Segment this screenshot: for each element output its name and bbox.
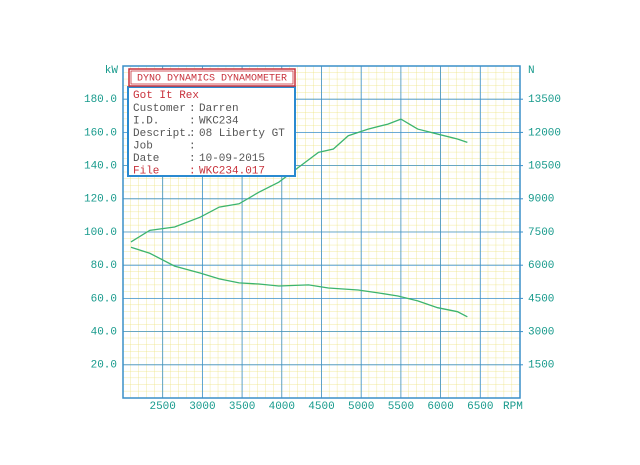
info-label: Date <box>133 153 159 165</box>
x-tick-label: 6000 <box>427 401 453 413</box>
info-colon: : <box>189 103 196 115</box>
info-colon: : <box>189 153 196 165</box>
y-tick-label: 120.0 <box>84 194 117 206</box>
info-value: WKC234 <box>199 115 239 127</box>
y-tick-label: 100.0 <box>84 227 117 239</box>
x-tick-label: 4000 <box>269 401 295 413</box>
y2-tick-label: 12000 <box>528 127 561 139</box>
info-label: Descript. <box>133 128 192 140</box>
y2-tick-label: 9000 <box>528 194 554 206</box>
info-colon: : <box>189 165 196 177</box>
info-colon: : <box>189 128 196 140</box>
y-tick-label: 180.0 <box>84 94 117 106</box>
info-label: Customer <box>133 103 186 115</box>
x-tick-label: 2500 <box>149 401 175 413</box>
info-value: Darren <box>199 103 239 115</box>
info-colon: : <box>189 140 196 152</box>
y-tick-label: 40.0 <box>91 327 117 339</box>
x-tick-label: 5500 <box>388 401 414 413</box>
info-value: 10-09-2015 <box>199 153 265 165</box>
x-axis-label: RPM <box>503 401 523 413</box>
y2-axis-label: N <box>528 65 535 77</box>
y2-tick-label: 3000 <box>528 327 554 339</box>
x-tick-label: 3000 <box>189 401 215 413</box>
y-tick-label: 80.0 <box>91 260 117 272</box>
info-value: WKC234.017 <box>199 165 265 177</box>
info-label: File <box>133 165 159 177</box>
x-tick-label: 5000 <box>348 401 374 413</box>
y2-tick-label: 7500 <box>528 227 554 239</box>
x-tick-label: 6500 <box>467 401 493 413</box>
y2-tick-label: 4500 <box>528 293 554 305</box>
y2-tick-label: 10500 <box>528 161 561 173</box>
info-box: DYNO DYNAMICS DYNAMOMETER Got It Rex Cus… <box>127 68 296 177</box>
y-tick-label: 160.0 <box>84 127 117 139</box>
series-line <box>130 118 468 243</box>
y-axis-label: kW <box>105 65 119 77</box>
info-value: 08 Liberty GT <box>199 128 285 140</box>
y-tick-label: 140.0 <box>84 161 117 173</box>
y2-tick-label: 6000 <box>528 260 554 272</box>
info-label: Job <box>133 140 153 152</box>
info-label: I.D. <box>133 115 159 127</box>
header: DYNO DYNAMICS DYNAMOMETER <box>137 74 287 85</box>
series-line <box>130 246 468 318</box>
y-tick-label: 20.0 <box>91 360 117 372</box>
header-frame <box>128 68 296 87</box>
info-colon: : <box>189 115 196 127</box>
header-frame-inner <box>130 70 294 85</box>
info-name: Got It Rex <box>133 90 199 102</box>
y2-tick-label: 1500 <box>528 360 554 372</box>
x-tick-label: 4500 <box>308 401 334 413</box>
y2-tick-label: 13500 <box>528 94 561 106</box>
info-frame <box>127 86 296 177</box>
x-tick-label: 3500 <box>229 401 255 413</box>
y-tick-label: 60.0 <box>91 293 117 305</box>
